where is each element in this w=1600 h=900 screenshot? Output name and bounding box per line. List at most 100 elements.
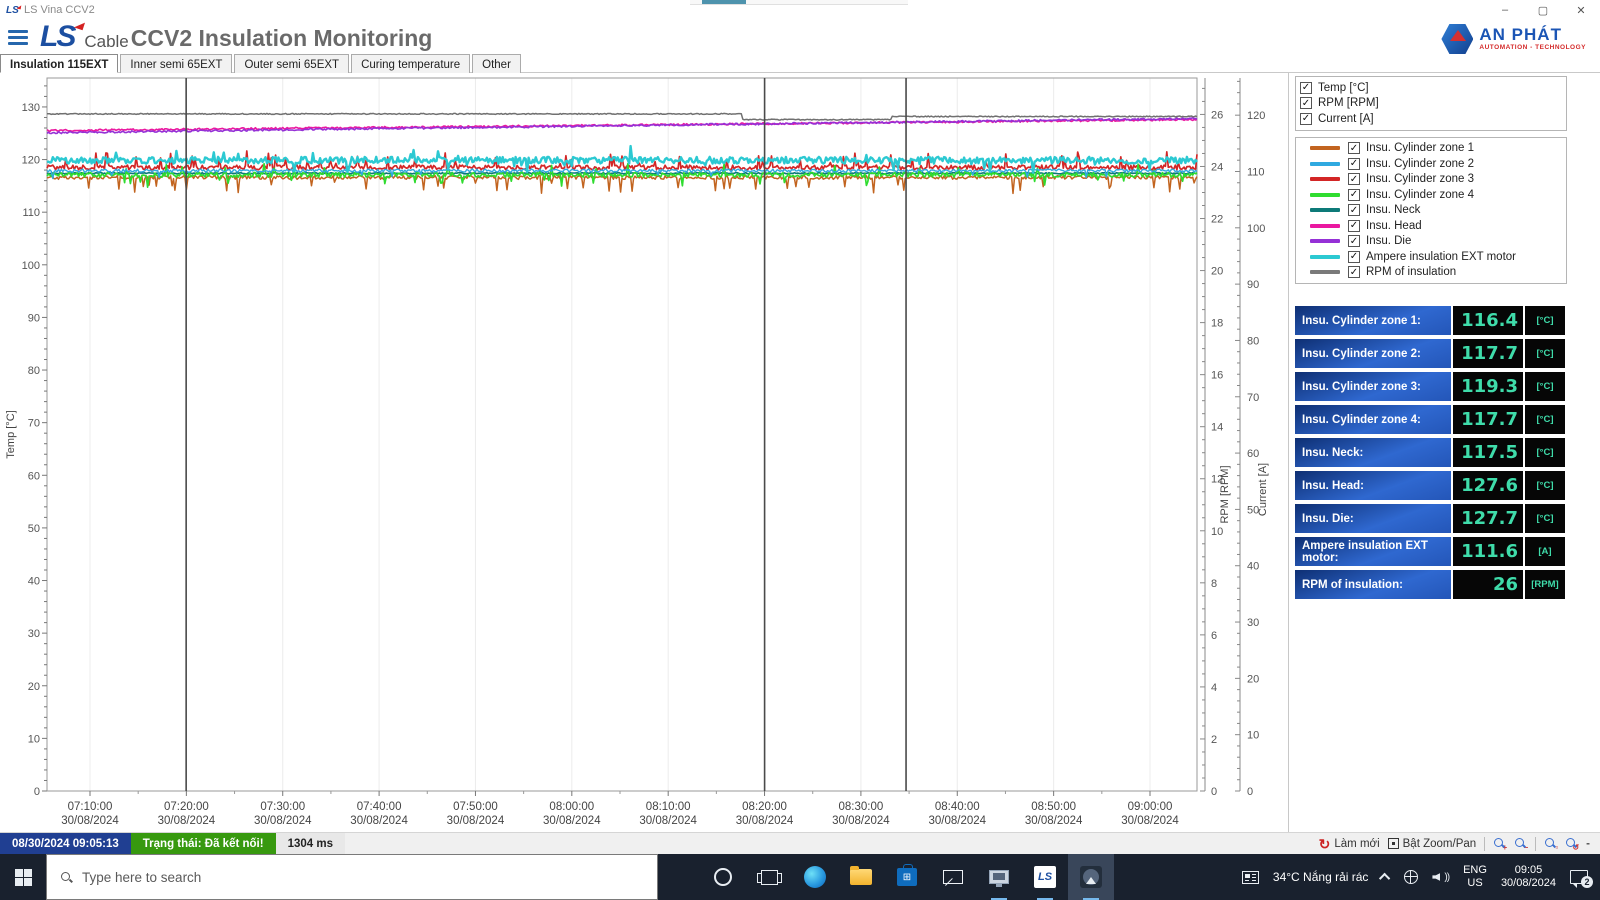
checkbox-checked[interactable]: ✓ [1300,112,1312,125]
tab-inner-semi-65ext[interactable]: Inner semi 65EXT [120,54,233,73]
tab-other[interactable]: Other [472,54,521,73]
taskbar-app-edge[interactable] [792,854,838,900]
checkbox-checked[interactable]: ✓ [1300,97,1312,110]
readout-row: Insu. Cylinder zone 4: 117.7 [°C] [1295,405,1567,434]
svg-text:07:20:00: 07:20:00 [164,801,209,813]
series-legend-row[interactable]: ✓ Insu. Cylinder zone 4 [1300,187,1562,203]
taskbar-app-remote[interactable] [976,854,1022,900]
svg-text:10: 10 [1211,526,1223,538]
zoom-pan-toggle-button[interactable]: Bật Zoom/Pan [1387,838,1476,850]
start-button[interactable] [0,854,46,900]
svg-text:18: 18 [1211,318,1223,330]
checkbox-checked[interactable]: ✓ [1300,81,1312,94]
windows-taskbar: Type here to search ⊞ LS 34°C Nắng rải r… [0,854,1600,900]
notification-icon[interactable]: 2 [1570,870,1593,888]
checkbox-checked[interactable]: ✓ [1348,204,1360,217]
checkbox-checked[interactable]: ✓ [1348,250,1360,263]
svg-text:50: 50 [1247,504,1259,516]
checkbox-checked[interactable]: ✓ [1348,219,1360,232]
series-line-rpm-of-insulation [47,112,1198,121]
checkbox-checked[interactable]: ✓ [1348,142,1360,155]
main-content: 0 10 20 30 40 50 60 70 80 90 100 110 120 130 Temp [°C]… [0,73,1600,832]
readout-row: Insu. Cylinder zone 2: 117.7 [°C] [1295,339,1567,368]
taskbar-app-explorer[interactable] [838,854,884,900]
svg-text:20: 20 [1211,266,1223,278]
svg-text:0: 0 [1247,786,1253,798]
zoom-in-icon[interactable]: + [1493,837,1507,852]
taskbar-app-mail[interactable] [930,854,976,900]
svg-text:30/08/2024: 30/08/2024 [736,815,794,827]
series-legend-row[interactable]: ✓ Insu. Die [1300,234,1562,250]
readout-label: Insu. Cylinder zone 1: [1295,306,1451,335]
tab-outer-semi-65ext[interactable]: Outer semi 65EXT [234,54,350,73]
news-icon[interactable] [1241,870,1259,884]
clock[interactable]: 09:05 30/08/2024 [1500,863,1556,889]
zoom-reset-icon[interactable]: ↺ [1565,837,1579,852]
readout-table: Insu. Cylinder zone 1: 116.4 [°C] Insu. Cyl… [1295,306,1567,599]
maximize-icon[interactable]: ▢ [1537,4,1549,17]
readout-label: Insu. Cylinder zone 4: [1295,405,1451,434]
readout-value: 127.7 [1453,504,1523,533]
svg-text:12: 12 [1211,474,1223,486]
zoom-out-icon[interactable]: − [1514,837,1528,852]
volume-icon[interactable]: )) [1432,872,1450,883]
network-icon[interactable] [1404,870,1419,884]
taskbar-app-cortana[interactable] [700,854,746,900]
series-legend-row[interactable]: ✓ Insu. Neck [1300,203,1562,219]
series-legend-row[interactable]: ✓ Insu. Cylinder zone 2 [1300,156,1562,172]
series-color-swatch [1310,192,1340,197]
tab-strip: Insulation 115EXT Inner semi 65EXT Outer s… [0,54,1600,73]
checkbox-checked[interactable]: ✓ [1348,235,1360,248]
menu-icon[interactable] [8,27,30,48]
readout-label: Insu. Cylinder zone 2: [1295,339,1451,368]
status-latency: 1304 ms [275,833,345,854]
checkbox-checked[interactable]: ✓ [1348,173,1360,186]
svg-text:30/08/2024: 30/08/2024 [1025,815,1083,827]
series-legend-label: Insu. Cylinder zone 1 [1366,142,1475,155]
refresh-button[interactable]: ↻ Làm mới [1318,835,1380,852]
svg-text:60: 60 [1247,448,1259,460]
svg-text:120: 120 [22,155,40,167]
series-legend-row[interactable]: ✓ Insu. Cylinder zone 1 [1300,141,1562,157]
series-legend-row[interactable]: ✓ Insu. Cylinder zone 3 [1300,172,1562,188]
series-legend-label: Insu. Cylinder zone 2 [1366,157,1475,170]
taskbar-search-input[interactable]: Type here to search [46,854,658,900]
close-icon[interactable]: ✕ [1576,4,1586,17]
tab-curing-temperature[interactable]: Curing temperature [351,54,471,73]
svg-text:30/08/2024: 30/08/2024 [543,815,601,827]
svg-text:22: 22 [1211,214,1223,226]
trend-chart[interactable]: 0 10 20 30 40 50 60 70 80 90 100 110 120 130 Temp [°C]… [0,73,1288,832]
taskbar-app-store[interactable]: ⊞ [884,854,930,900]
ls-logo-sub: Cable [84,32,129,51]
axis-toggle-row[interactable]: ✓ RPM [RPM] [1300,96,1562,112]
taskbar-app-ls[interactable]: LS [1022,854,1068,900]
collapse-icon[interactable]: - [1586,837,1590,850]
weather-text[interactable]: 34°C Nắng rải rác [1272,870,1369,884]
series-legend-row[interactable]: ✓ Insu. Head [1300,218,1562,234]
svg-text:20: 20 [1247,673,1259,685]
svg-text:10: 10 [1247,730,1259,742]
svg-text:60: 60 [28,470,40,482]
checkbox-checked[interactable]: ✓ [1348,157,1360,170]
series-legend-row[interactable]: ✓ RPM of insulation [1300,265,1562,281]
series-line-ampere-insulation-ext-motor [46,144,1198,174]
svg-text:40: 40 [1247,561,1259,573]
language-indicator[interactable]: ENG US [1463,863,1487,889]
readout-row: Insu. Neck: 117.5 [°C] [1295,438,1567,467]
readout-label: Insu. Die: [1295,504,1451,533]
minimize-icon[interactable]: – [1501,4,1509,16]
axis-toggle-row[interactable]: ✓ Current [A] [1300,111,1562,127]
zoom-window-icon[interactable]: ▫ [1544,837,1558,852]
tray-chevron-icon[interactable] [1379,872,1391,885]
axis-toggle-row[interactable]: ✓ Temp [°C] [1300,80,1562,96]
checkbox-checked[interactable]: ✓ [1348,188,1360,201]
taskbar-app-taskview[interactable] [746,854,792,900]
svg-text:0: 0 [34,786,40,798]
cortana-icon [714,868,732,886]
series-legend-row[interactable]: ✓ Ampere insulation EXT motor [1300,249,1562,265]
svg-text:130: 130 [22,102,40,114]
taskbar-app-photos[interactable] [1068,854,1114,900]
checkbox-checked[interactable]: ✓ [1348,266,1360,279]
readout-unit: [°C] [1525,504,1565,533]
tab-insulation-115ext[interactable]: Insulation 115EXT [0,54,119,73]
